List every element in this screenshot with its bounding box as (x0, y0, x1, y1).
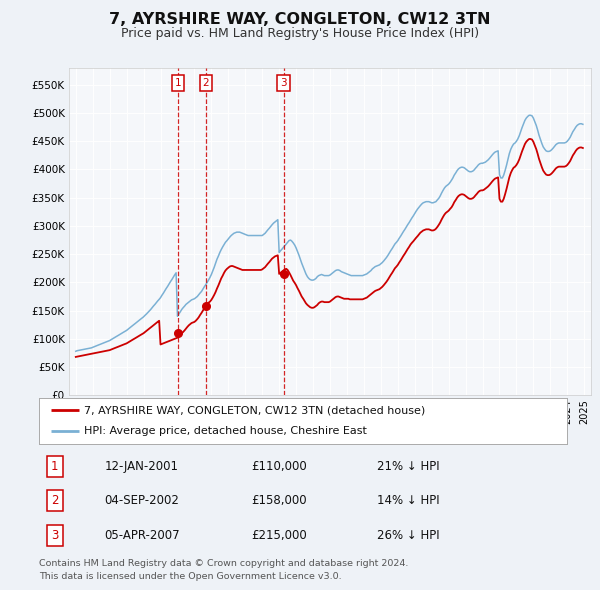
Text: £158,000: £158,000 (251, 494, 307, 507)
Text: £215,000: £215,000 (251, 529, 307, 542)
Text: 26% ↓ HPI: 26% ↓ HPI (377, 529, 440, 542)
Text: 1: 1 (175, 78, 181, 87)
Text: £110,000: £110,000 (251, 460, 307, 473)
Text: 3: 3 (280, 78, 287, 87)
Text: HPI: Average price, detached house, Cheshire East: HPI: Average price, detached house, Ches… (84, 426, 367, 436)
Text: Price paid vs. HM Land Registry's House Price Index (HPI): Price paid vs. HM Land Registry's House … (121, 27, 479, 40)
Text: 12-JAN-2001: 12-JAN-2001 (105, 460, 179, 473)
Text: 2: 2 (202, 78, 209, 87)
Text: 7, AYRSHIRE WAY, CONGLETON, CW12 3TN: 7, AYRSHIRE WAY, CONGLETON, CW12 3TN (109, 12, 491, 27)
Text: 1: 1 (51, 460, 59, 473)
Text: 04-SEP-2002: 04-SEP-2002 (104, 494, 179, 507)
Text: 14% ↓ HPI: 14% ↓ HPI (377, 494, 440, 507)
Text: 2: 2 (51, 494, 59, 507)
Text: 21% ↓ HPI: 21% ↓ HPI (377, 460, 440, 473)
Text: 7, AYRSHIRE WAY, CONGLETON, CW12 3TN (detached house): 7, AYRSHIRE WAY, CONGLETON, CW12 3TN (de… (84, 405, 425, 415)
Text: This data is licensed under the Open Government Licence v3.0.: This data is licensed under the Open Gov… (39, 572, 341, 581)
Text: 05-APR-2007: 05-APR-2007 (104, 529, 180, 542)
Text: Contains HM Land Registry data © Crown copyright and database right 2024.: Contains HM Land Registry data © Crown c… (39, 559, 409, 568)
Text: 3: 3 (51, 529, 59, 542)
